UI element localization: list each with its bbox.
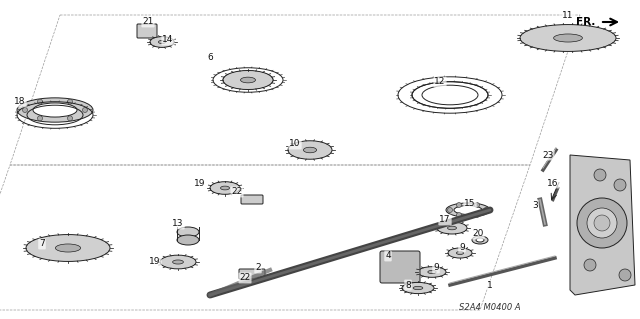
Circle shape <box>483 207 488 212</box>
Text: 8: 8 <box>405 280 411 290</box>
Circle shape <box>587 208 617 238</box>
Text: 15: 15 <box>464 199 476 209</box>
FancyBboxPatch shape <box>137 24 157 38</box>
Ellipse shape <box>303 147 317 153</box>
Circle shape <box>456 212 461 218</box>
Text: 19: 19 <box>195 180 205 189</box>
Text: 4: 4 <box>385 251 391 261</box>
Circle shape <box>584 259 596 271</box>
Text: 10: 10 <box>289 139 301 149</box>
Ellipse shape <box>177 235 199 245</box>
Circle shape <box>447 207 452 212</box>
Ellipse shape <box>241 77 255 83</box>
Circle shape <box>456 203 461 208</box>
Text: FR.: FR. <box>575 17 595 27</box>
Circle shape <box>594 215 610 231</box>
Text: 19: 19 <box>149 257 161 266</box>
Ellipse shape <box>223 70 273 90</box>
Polygon shape <box>570 155 635 295</box>
Ellipse shape <box>418 267 446 277</box>
Ellipse shape <box>56 244 81 252</box>
Circle shape <box>474 212 479 218</box>
Circle shape <box>38 116 42 121</box>
Text: 7: 7 <box>39 240 45 249</box>
Text: 1: 1 <box>487 280 493 290</box>
Text: 17: 17 <box>439 216 451 225</box>
Text: 9: 9 <box>433 263 439 272</box>
Text: 14: 14 <box>163 35 173 44</box>
Text: 22: 22 <box>232 188 243 197</box>
Circle shape <box>83 108 88 113</box>
Ellipse shape <box>26 234 110 262</box>
Circle shape <box>67 116 72 121</box>
Ellipse shape <box>221 186 230 190</box>
Text: 6: 6 <box>207 54 213 63</box>
Text: 9: 9 <box>459 242 465 251</box>
Ellipse shape <box>472 236 488 244</box>
Ellipse shape <box>150 37 174 48</box>
Ellipse shape <box>160 255 196 269</box>
Ellipse shape <box>177 227 199 237</box>
Ellipse shape <box>288 141 332 159</box>
FancyBboxPatch shape <box>241 195 263 204</box>
Circle shape <box>38 99 42 104</box>
Ellipse shape <box>446 203 490 217</box>
Text: 20: 20 <box>472 229 484 239</box>
Ellipse shape <box>173 260 184 264</box>
Circle shape <box>67 99 72 104</box>
Ellipse shape <box>210 182 240 194</box>
Ellipse shape <box>448 248 472 258</box>
Ellipse shape <box>447 226 456 230</box>
Ellipse shape <box>437 222 467 234</box>
Ellipse shape <box>33 103 77 117</box>
Ellipse shape <box>520 25 616 51</box>
FancyBboxPatch shape <box>239 269 265 279</box>
Text: 11: 11 <box>563 11 573 19</box>
Text: 2: 2 <box>255 263 261 272</box>
Circle shape <box>614 179 626 191</box>
Ellipse shape <box>159 41 166 44</box>
Text: S2A4 M0400 A: S2A4 M0400 A <box>459 303 521 313</box>
Circle shape <box>577 198 627 248</box>
Text: 13: 13 <box>172 219 184 228</box>
Ellipse shape <box>456 251 463 255</box>
Ellipse shape <box>17 98 93 122</box>
Circle shape <box>474 203 479 208</box>
Circle shape <box>619 269 631 281</box>
Text: 3: 3 <box>532 201 538 210</box>
Ellipse shape <box>454 205 482 214</box>
Text: 12: 12 <box>435 78 445 86</box>
Ellipse shape <box>476 238 484 242</box>
Text: 18: 18 <box>14 98 26 107</box>
Ellipse shape <box>413 286 423 290</box>
Text: 23: 23 <box>542 151 554 160</box>
Circle shape <box>594 169 606 181</box>
Ellipse shape <box>428 271 436 274</box>
Text: 22: 22 <box>239 273 251 283</box>
Circle shape <box>22 108 28 113</box>
Ellipse shape <box>554 34 582 42</box>
Ellipse shape <box>402 282 434 293</box>
FancyBboxPatch shape <box>380 251 420 283</box>
Text: 16: 16 <box>547 179 559 188</box>
Text: 21: 21 <box>142 18 154 26</box>
